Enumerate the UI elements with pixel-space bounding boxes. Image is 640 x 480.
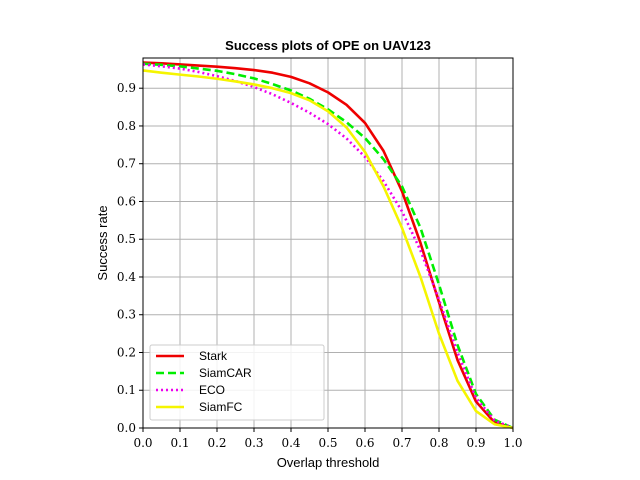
y-tick-label: 0.7	[117, 157, 136, 171]
y-tick-label: 0.5	[117, 232, 136, 246]
x-tick-label: 1.0	[503, 436, 522, 450]
series-lines	[142, 61, 514, 430]
y-tick-label: 0.6	[117, 194, 136, 208]
series-line-siamfc	[142, 69, 514, 430]
y-tick-label: 0.8	[117, 119, 136, 133]
y-axis-ticks: 0.0 0.1 0.2 0.3 0.4 0.5 0.6 0.7 0.8 0.9	[117, 81, 143, 435]
x-tick-label: 0.2	[207, 436, 226, 450]
chart-title: Success plots of OPE on UAV123	[225, 38, 431, 53]
x-tick-label: 0.3	[244, 436, 263, 450]
x-tick-label: 0.6	[355, 436, 374, 450]
legend-label-stark: Stark	[199, 349, 228, 363]
x-tick-label: 0.9	[466, 436, 485, 450]
x-tick-label: 0.7	[392, 436, 411, 450]
y-tick-label: 0.4	[117, 270, 136, 284]
y-tick-label: 0.3	[117, 308, 136, 322]
series-line-siamcar	[142, 62, 514, 430]
legend-box	[149, 344, 325, 421]
y-tick-label: 0.0	[117, 421, 136, 435]
x-axis-label: Overlap threshold	[277, 455, 380, 470]
series-line-stark	[142, 61, 514, 430]
x-tick-label: 0.8	[429, 436, 448, 450]
x-tick-label: 0.5	[318, 436, 337, 450]
legend-label-eco: ECO	[199, 383, 225, 397]
series-line-eco	[142, 63, 514, 430]
x-tick-label: 0.4	[281, 436, 300, 450]
legend-label-siamcar: SiamCAR	[199, 366, 252, 380]
legend: Stark SiamCAR ECO SiamFC	[149, 344, 325, 421]
y-tick-label: 0.9	[117, 81, 136, 95]
y-tick-label: 0.1	[117, 383, 136, 397]
legend-label-siamfc: SiamFC	[199, 400, 243, 414]
y-tick-label: 0.2	[117, 345, 136, 359]
x-axis-ticks: 0.0 0.1 0.2 0.3 0.4 0.5 0.6 0.7 0.8 0.9 1.0	[133, 428, 523, 450]
y-axis-label: Success rate	[95, 205, 110, 280]
x-tick-label: 0.1	[170, 436, 189, 450]
x-tick-label: 0.0	[133, 436, 152, 450]
